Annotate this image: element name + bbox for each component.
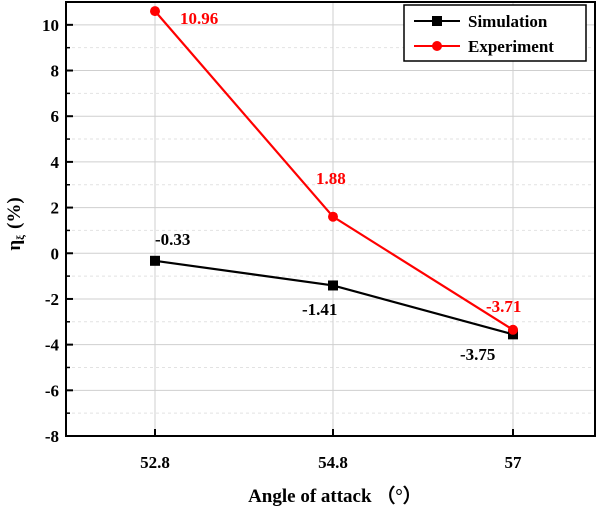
data-labels: -0.33 -1.41 -3.75 10.96 1.88 -3.71: [155, 9, 521, 364]
y-tick-label: 6: [51, 107, 60, 126]
legend-marker-simulation: [432, 16, 442, 26]
data-point-simulation: [150, 255, 160, 266]
legend-box: [403, 4, 587, 62]
y-axis-title-subscript: ξ: [15, 235, 27, 240]
data-point-experiment: [508, 324, 518, 335]
legend-marker-experiment: [432, 41, 442, 51]
legend-label-experiment: Experiment: [468, 37, 554, 56]
y-tick-label: -4: [45, 336, 60, 355]
data-label-experiment: 1.88: [316, 169, 346, 188]
y-tick-label: 10: [42, 16, 59, 35]
y-tick-label: 4: [51, 153, 60, 172]
x-tick-label: 54.8: [318, 453, 348, 472]
x-tick-label: 57: [505, 453, 523, 472]
series: [150, 6, 518, 340]
y-tick-label: -6: [45, 381, 59, 400]
x-axis-title: Angle of attack （°）: [248, 484, 422, 507]
plot-frame: [65, 1, 596, 437]
axis-ticks: -8 -6 -4 -2 0 2 4 6 8 10 52.8 54.8 57: [42, 1, 523, 472]
data-point-simulation: [328, 280, 338, 291]
y-axis-title-main: η: [4, 240, 25, 251]
y-tick-label: 8: [51, 62, 60, 81]
legend: Simulation Experiment: [403, 4, 587, 62]
data-label-simulation: -1.41: [302, 300, 337, 319]
data-point-experiment: [150, 6, 160, 17]
data-label-simulation: -0.33: [155, 230, 190, 249]
data-label-experiment: -3.71: [486, 297, 521, 316]
legend-label-simulation: Simulation: [468, 12, 548, 31]
y-tick-label: -8: [45, 427, 59, 446]
data-label-simulation: -3.75: [460, 345, 495, 364]
y-tick-label: -2: [45, 290, 59, 309]
x-tick-label: 52.8: [140, 453, 170, 472]
y-tick-label: 0: [51, 244, 60, 263]
series-line-simulation: [154, 259, 514, 336]
data-label-experiment: 10.96: [180, 9, 218, 28]
y-axis-title: ηξ (%): [4, 197, 27, 250]
y-tick-label: 2: [51, 199, 60, 218]
y-axis-title-unit: (%): [4, 197, 25, 229]
data-point-experiment: [328, 211, 338, 222]
